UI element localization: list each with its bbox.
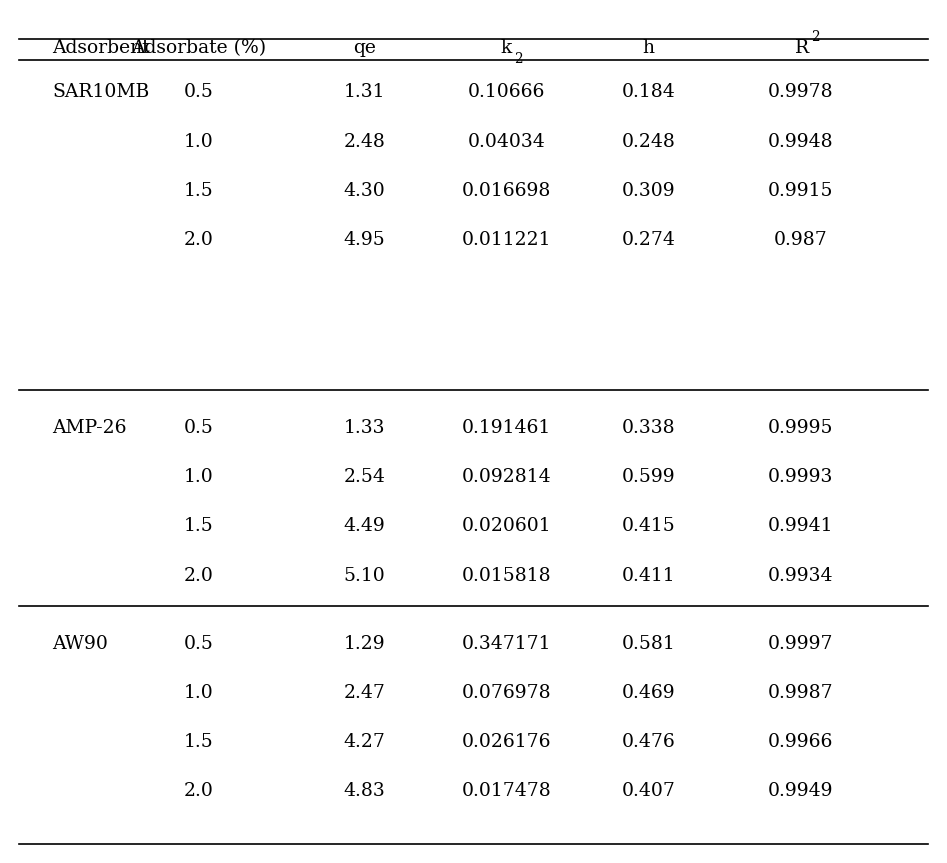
- Text: Adsorbate (%): Adsorbate (%): [132, 39, 266, 57]
- Text: 4.27: 4.27: [344, 734, 385, 751]
- Text: 0.309: 0.309: [622, 182, 675, 199]
- Text: 0.9948: 0.9948: [767, 133, 833, 150]
- Text: 1.0: 1.0: [184, 469, 214, 486]
- Text: AW90: AW90: [52, 635, 108, 652]
- Text: 0.04034: 0.04034: [468, 133, 545, 150]
- Text: 0.9993: 0.9993: [767, 469, 833, 486]
- Text: 0.9934: 0.9934: [767, 567, 833, 584]
- Text: 0.5: 0.5: [184, 84, 214, 101]
- Text: 2.0: 2.0: [184, 783, 214, 800]
- Text: 0.9995: 0.9995: [767, 419, 833, 437]
- Text: 0.10666: 0.10666: [468, 84, 545, 101]
- Text: 2.0: 2.0: [184, 567, 214, 584]
- Text: 0.9987: 0.9987: [767, 684, 833, 702]
- Text: Adsorbent: Adsorbent: [52, 39, 150, 57]
- Text: 2.47: 2.47: [344, 684, 385, 702]
- Text: 0.248: 0.248: [622, 133, 675, 150]
- Text: 0.9949: 0.9949: [767, 783, 833, 800]
- Text: 4.83: 4.83: [344, 783, 385, 800]
- Text: 1.0: 1.0: [184, 684, 214, 702]
- Text: 0.987: 0.987: [774, 231, 827, 249]
- Text: 2.0: 2.0: [184, 231, 214, 249]
- Text: 4.95: 4.95: [344, 231, 385, 249]
- Text: 0.347171: 0.347171: [462, 635, 551, 652]
- Text: 2: 2: [514, 52, 523, 66]
- Text: SAR10MB: SAR10MB: [52, 84, 150, 101]
- Text: R: R: [795, 39, 810, 57]
- Text: 0.5: 0.5: [184, 419, 214, 437]
- Text: h: h: [643, 39, 654, 57]
- Text: AMP-26: AMP-26: [52, 419, 127, 437]
- Text: 4.30: 4.30: [344, 182, 385, 199]
- Text: 0.015818: 0.015818: [462, 567, 551, 584]
- Text: 0.581: 0.581: [622, 635, 675, 652]
- Text: 0.076978: 0.076978: [462, 684, 551, 702]
- Text: 0.274: 0.274: [622, 231, 675, 249]
- Text: k: k: [501, 39, 512, 57]
- Text: 0.092814: 0.092814: [462, 469, 551, 486]
- Text: 0.9978: 0.9978: [767, 84, 833, 101]
- Text: 0.407: 0.407: [622, 783, 675, 800]
- Text: 5.10: 5.10: [344, 567, 385, 584]
- Text: 0.9941: 0.9941: [767, 518, 833, 535]
- Text: 0.020601: 0.020601: [462, 518, 551, 535]
- Text: 2.48: 2.48: [344, 133, 385, 150]
- Text: 1.5: 1.5: [184, 734, 214, 751]
- Text: 0.476: 0.476: [622, 734, 675, 751]
- Text: 1.29: 1.29: [344, 635, 385, 652]
- Text: 0.411: 0.411: [622, 567, 675, 584]
- Text: qe: qe: [353, 39, 376, 57]
- Text: 0.469: 0.469: [622, 684, 675, 702]
- Text: 0.184: 0.184: [622, 84, 675, 101]
- Text: 4.49: 4.49: [344, 518, 385, 535]
- Text: 1.31: 1.31: [344, 84, 385, 101]
- Text: 0.016698: 0.016698: [462, 182, 551, 199]
- Text: 0.9915: 0.9915: [767, 182, 833, 199]
- Text: 0.599: 0.599: [622, 469, 675, 486]
- Text: 0.9997: 0.9997: [767, 635, 833, 652]
- Text: 2.54: 2.54: [344, 469, 385, 486]
- Text: 0.338: 0.338: [622, 419, 675, 437]
- Text: 1.5: 1.5: [184, 182, 214, 199]
- Text: 2: 2: [811, 29, 819, 44]
- Text: 0.011221: 0.011221: [462, 231, 551, 249]
- Text: 0.5: 0.5: [184, 635, 214, 652]
- Text: 0.017478: 0.017478: [462, 783, 551, 800]
- Text: 1.5: 1.5: [184, 518, 214, 535]
- Text: 1.0: 1.0: [184, 133, 214, 150]
- Text: 1.33: 1.33: [344, 419, 385, 437]
- Text: 0.026176: 0.026176: [462, 734, 551, 751]
- Text: 0.9966: 0.9966: [767, 734, 833, 751]
- Text: 0.191461: 0.191461: [462, 419, 551, 437]
- Text: 0.415: 0.415: [622, 518, 675, 535]
